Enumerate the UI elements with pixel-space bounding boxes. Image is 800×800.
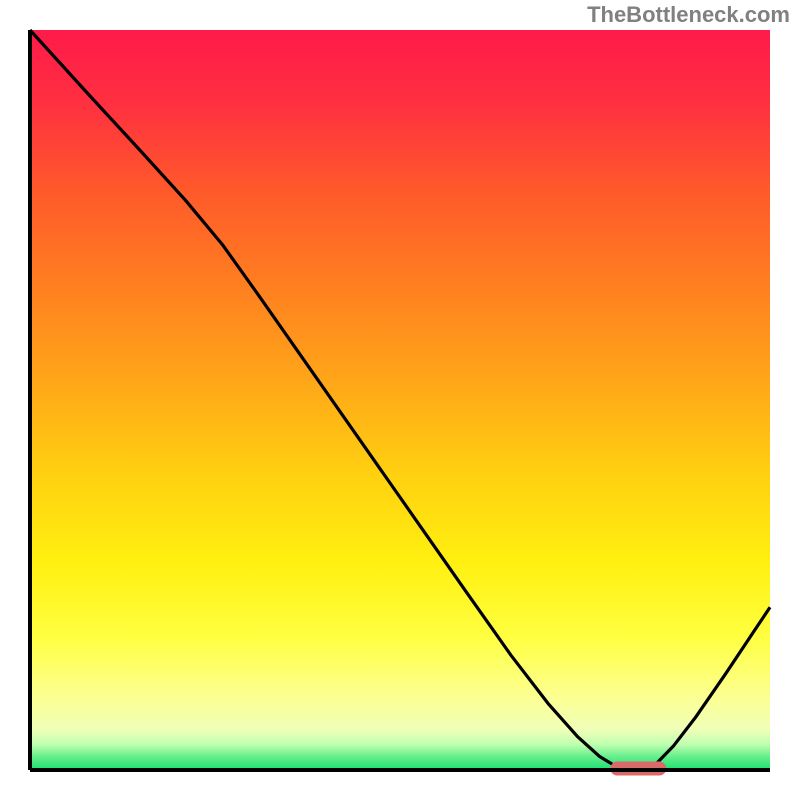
chart-container: { "meta": { "watermark": "TheBottleneck.… <box>0 0 800 800</box>
watermark-text: TheBottleneck.com <box>587 2 790 28</box>
chart-background <box>30 30 770 770</box>
bottleneck-chart <box>0 0 800 800</box>
